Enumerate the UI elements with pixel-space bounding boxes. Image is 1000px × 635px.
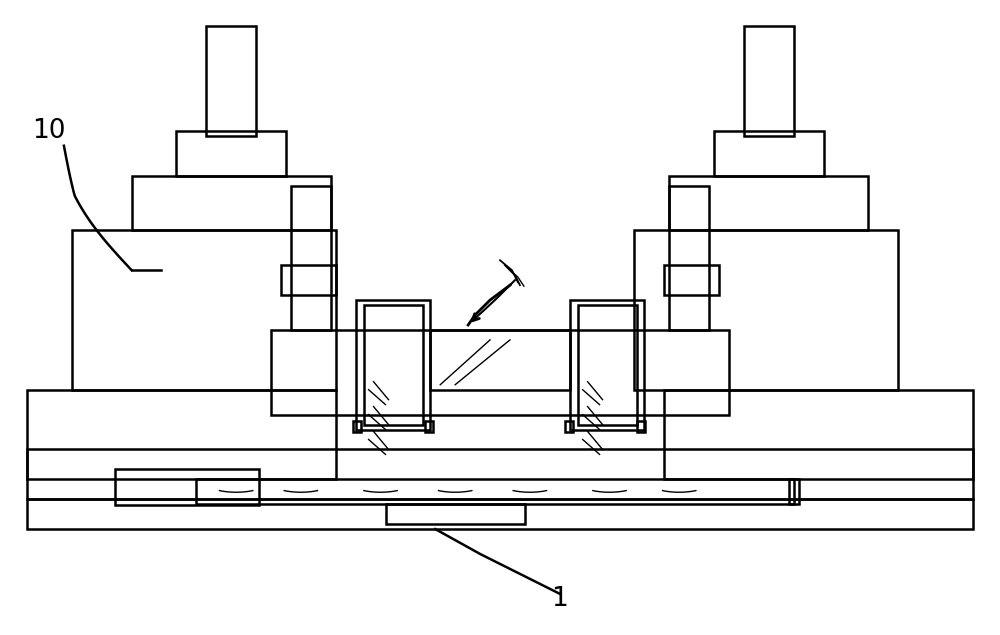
Bar xyxy=(565,420,573,432)
Bar xyxy=(206,26,256,136)
Bar xyxy=(664,265,719,295)
Bar xyxy=(291,185,331,330)
Bar xyxy=(353,420,361,432)
Bar xyxy=(115,469,259,505)
Bar xyxy=(176,131,286,176)
Bar xyxy=(789,479,799,504)
Text: 1: 1 xyxy=(551,585,568,612)
Bar xyxy=(27,390,336,479)
Bar xyxy=(430,330,570,390)
Bar xyxy=(578,305,637,425)
Bar xyxy=(570,300,644,429)
Bar xyxy=(364,305,423,425)
Bar xyxy=(27,450,973,499)
Bar xyxy=(281,265,336,295)
Bar xyxy=(27,499,973,529)
Bar xyxy=(669,176,868,231)
Bar xyxy=(714,131,824,176)
Bar xyxy=(664,390,973,479)
Bar xyxy=(634,231,898,390)
Bar xyxy=(356,300,430,429)
Text: 10: 10 xyxy=(32,118,66,144)
Bar xyxy=(744,26,794,136)
Bar xyxy=(132,176,331,231)
Bar xyxy=(425,420,433,432)
Bar xyxy=(386,504,525,524)
Bar xyxy=(72,231,336,390)
Bar xyxy=(669,185,709,330)
Bar xyxy=(637,420,645,432)
Bar xyxy=(271,330,729,415)
Bar xyxy=(196,479,794,504)
